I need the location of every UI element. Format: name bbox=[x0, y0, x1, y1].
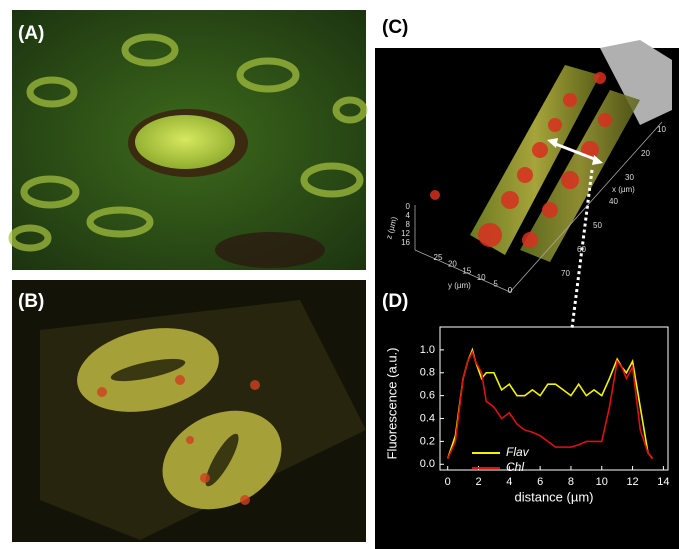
panel-label: (C) bbox=[382, 17, 408, 38]
stomata-a bbox=[8, 33, 368, 252]
cell-c1 bbox=[470, 65, 600, 255]
y-tick-label: 15 bbox=[462, 266, 471, 275]
y-axis-label: y (µm) bbox=[448, 281, 471, 290]
y-tick-label: 0.2 bbox=[420, 435, 435, 447]
cell-c2 bbox=[520, 90, 640, 262]
y-axis-label: Fluorescence (a.u.) bbox=[384, 348, 399, 460]
y-tick-label: 0.4 bbox=[420, 412, 435, 424]
dotted-link bbox=[570, 169, 594, 329]
axes-3d bbox=[414, 121, 663, 293]
arrow-head bbox=[547, 138, 558, 148]
y-tick-label: 0.6 bbox=[420, 390, 435, 402]
z-tick-label: 8 bbox=[406, 220, 411, 229]
y-tick-label: 0 bbox=[508, 286, 513, 295]
panel-label: (A) bbox=[18, 23, 44, 44]
z-tick-label: 4 bbox=[406, 211, 411, 220]
pore-b1 bbox=[110, 358, 186, 382]
panel-label: (B) bbox=[18, 291, 44, 312]
series-line bbox=[446, 350, 654, 460]
x-tick-label: 60 bbox=[577, 245, 586, 254]
y-tick-label: 5 bbox=[493, 280, 498, 289]
slab-c bbox=[600, 40, 672, 125]
x-tick-label: 30 bbox=[625, 173, 634, 182]
x-tick-label: 0 bbox=[445, 476, 451, 488]
stoma-dark bbox=[215, 232, 325, 268]
z-tick-label: 0 bbox=[406, 202, 411, 211]
x-tick-label: 14 bbox=[657, 476, 669, 488]
x-tick-label: 12 bbox=[626, 476, 638, 488]
x-tick-label: 40 bbox=[609, 197, 618, 206]
legend-label: Flav bbox=[506, 445, 530, 459]
y-tick-label: 10 bbox=[477, 273, 486, 282]
x-tick-label: 2 bbox=[475, 476, 481, 488]
chloroplasts-b bbox=[97, 375, 260, 505]
legend-label: Chl bbox=[506, 460, 524, 474]
x-tick-label: 6 bbox=[537, 476, 543, 488]
z-tick-label: 16 bbox=[401, 238, 410, 247]
panel-label: (D) bbox=[382, 291, 408, 312]
x-tick-label: 20 bbox=[641, 149, 650, 158]
x-axis-label: x (µm) bbox=[612, 185, 635, 194]
x-tick-label: 8 bbox=[568, 476, 574, 488]
x-tick-label: 50 bbox=[593, 221, 602, 230]
arrow bbox=[552, 141, 598, 162]
y-tick-label: 1.0 bbox=[420, 344, 435, 356]
x-tick-label: 4 bbox=[506, 476, 512, 488]
y-tick-label: 25 bbox=[434, 253, 443, 262]
chloroplasts-c bbox=[430, 72, 612, 248]
stoma-center bbox=[135, 115, 235, 169]
x-tick-label: 10 bbox=[596, 476, 608, 488]
plot-frame bbox=[439, 326, 669, 471]
panel-c-top bbox=[375, 0, 679, 48]
y-tick-label: 0.8 bbox=[420, 367, 435, 379]
z-tick-label: 12 bbox=[401, 229, 410, 238]
arrow-head bbox=[592, 155, 603, 165]
x-tick-label: 70 bbox=[561, 269, 570, 278]
y-tick-label: 0.0 bbox=[420, 458, 435, 470]
x-tick-label: 10 bbox=[657, 125, 666, 134]
y-tick-label: 20 bbox=[448, 260, 457, 269]
pore-b2 bbox=[205, 433, 239, 487]
x-axis-label: distance (µm) bbox=[514, 489, 593, 504]
